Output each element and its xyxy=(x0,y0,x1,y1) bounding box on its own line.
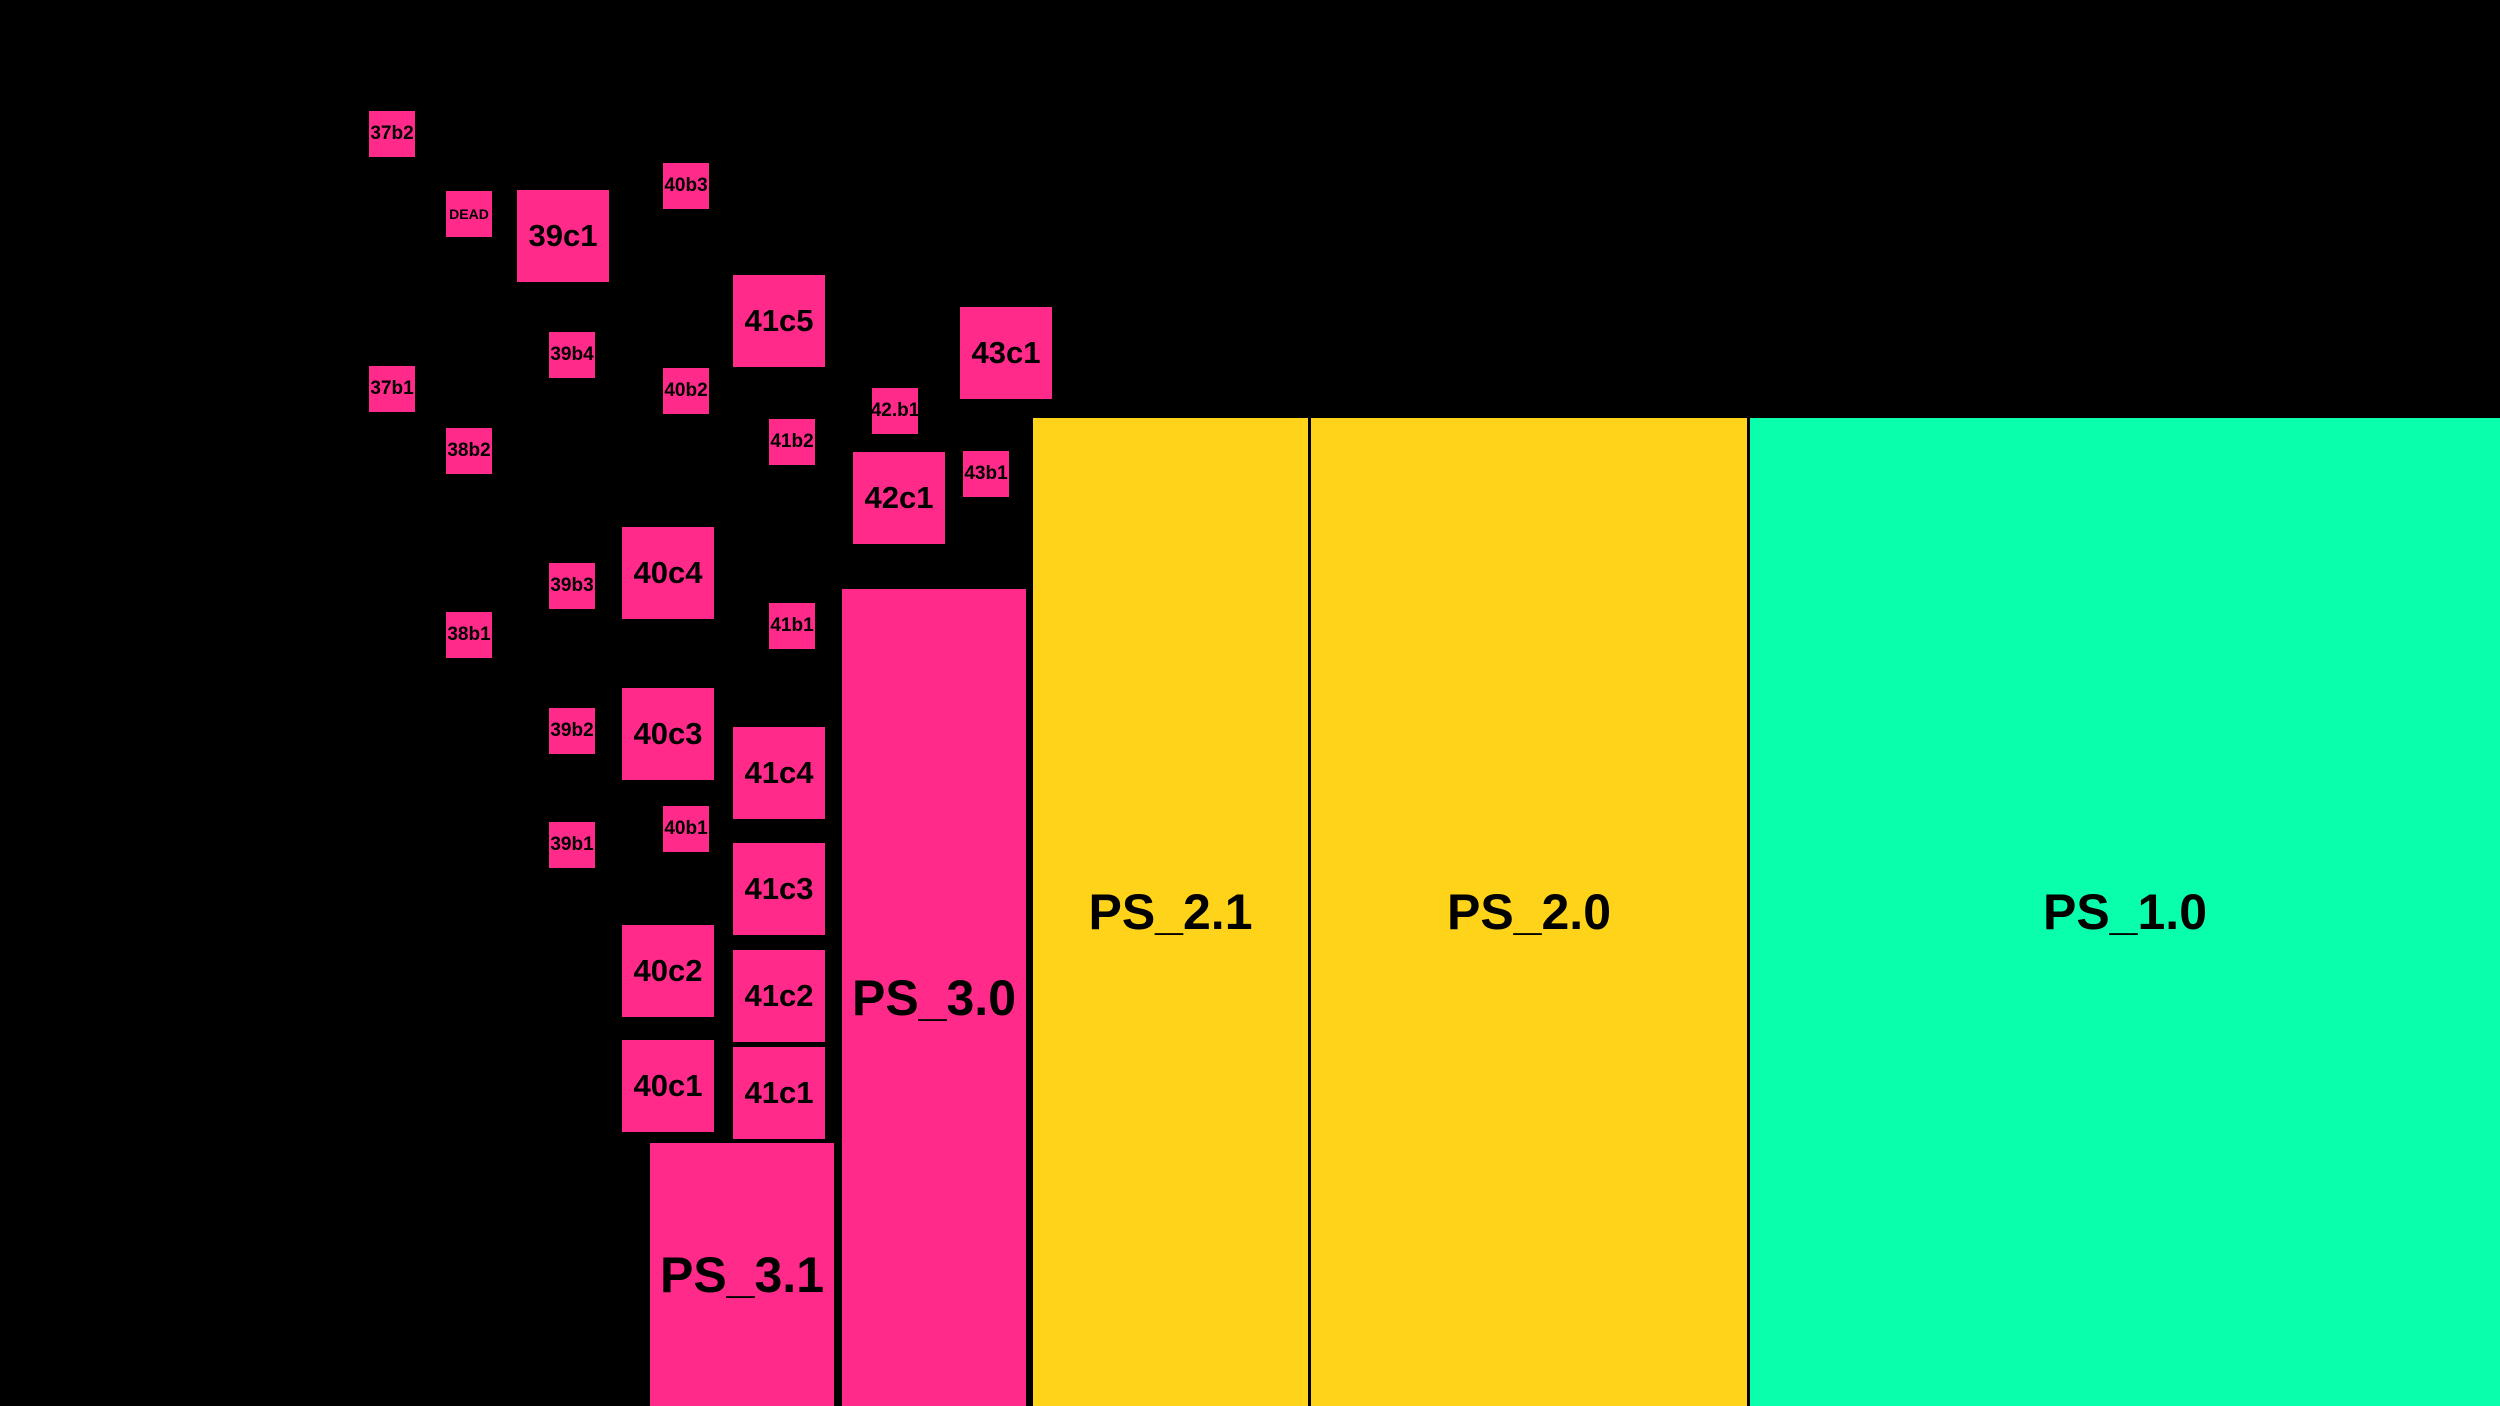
block-41c3: 41c3 xyxy=(733,843,825,935)
block-43c1: 43c1 xyxy=(960,307,1052,399)
block-ps-2-1: PS_2.1 xyxy=(1033,418,1308,1406)
block-38b2: 38b2 xyxy=(446,428,492,474)
block-38b1: 38b1 xyxy=(446,612,492,658)
block-ps-1-0: PS_1.0 xyxy=(1750,418,2500,1406)
block-40c1: 40c1 xyxy=(622,1040,714,1132)
block-40b1: 40b1 xyxy=(663,806,709,852)
block-ps-3-0: PS_3.0 xyxy=(842,589,1026,1406)
block-41b2: 41b2 xyxy=(769,419,815,465)
block-40c3: 40c3 xyxy=(622,688,714,780)
block-40b2: 40b2 xyxy=(663,368,709,414)
block-39b4: 39b4 xyxy=(549,332,595,378)
block-43b1: 43b1 xyxy=(963,451,1009,497)
block-39b1: 39b1 xyxy=(549,822,595,868)
block-40c4: 40c4 xyxy=(622,527,714,619)
block-39b2: 39b2 xyxy=(549,708,595,754)
block-40c2: 40c2 xyxy=(622,925,714,1017)
block-41c2: 41c2 xyxy=(733,950,825,1042)
block-41b1: 41b1 xyxy=(769,603,815,649)
block-39b3: 39b3 xyxy=(549,563,595,609)
block-ps-3-1: PS_3.1 xyxy=(650,1143,834,1406)
block-40b3: 40b3 xyxy=(663,163,709,209)
block-37b1: 37b1 xyxy=(369,366,415,412)
block-42c1: 42c1 xyxy=(853,452,945,544)
block-41c1: 41c1 xyxy=(733,1047,825,1139)
block-39c1: 39c1 xyxy=(517,190,609,282)
block-ps-2-0: PS_2.0 xyxy=(1311,418,1747,1406)
block-41c5: 41c5 xyxy=(733,275,825,367)
block-dead: DEAD xyxy=(446,191,492,237)
block-37b2: 37b2 xyxy=(369,111,415,157)
block-42b1: 42.b1 xyxy=(871,388,919,434)
block-41c4: 41c4 xyxy=(733,727,825,819)
